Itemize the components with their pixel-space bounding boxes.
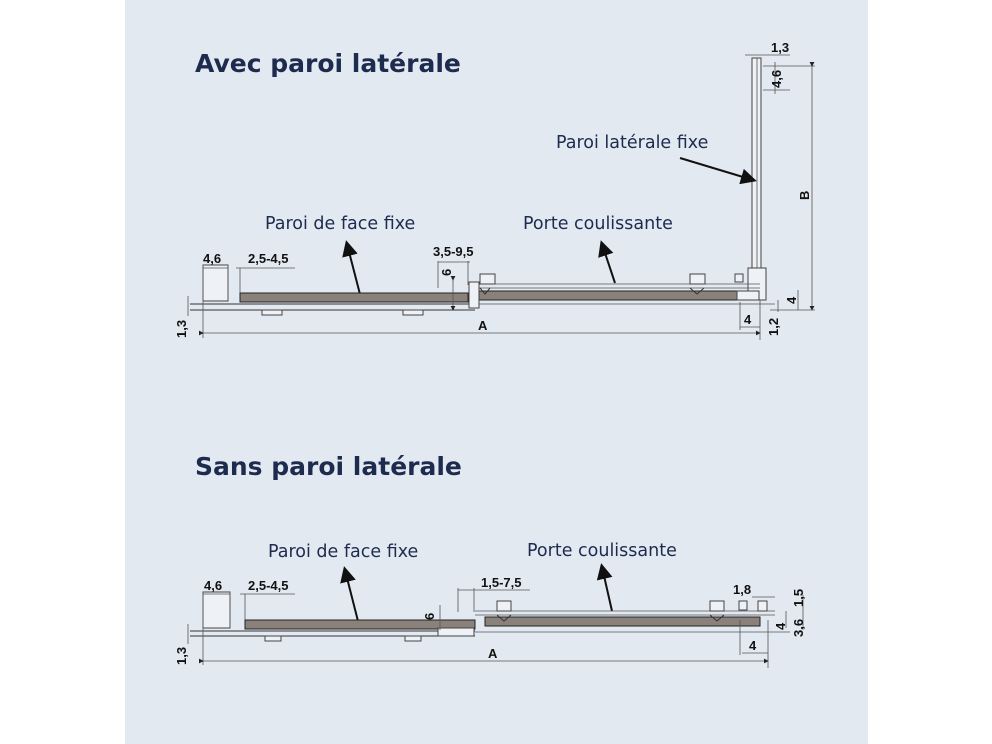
dim-right-w: 4 [744, 312, 752, 327]
arrow-fixed-panel [340, 566, 361, 630]
dim-gap: 2,5-4,5 [248, 251, 288, 266]
dim-side-top-h: 4,6 [769, 70, 784, 88]
arrow-sliding-door [596, 563, 613, 612]
label-side-wall: Paroi latérale fixe [556, 133, 708, 153]
dim-right-h: 4 [773, 622, 788, 630]
dim-bottom-h: 1,3 [174, 320, 189, 338]
dim-overlap-h: 6 [422, 613, 437, 620]
dim-left-w: 4,6 [204, 578, 222, 593]
dim-right-h-top: 1,5 [791, 589, 806, 607]
bottom-section: Sans paroi latérale Paroi de face fixe P… [174, 452, 806, 668]
arrow-sliding-door [598, 240, 616, 284]
dim-side-top-w: 1,3 [771, 40, 789, 55]
label-fixed-panel: Paroi de face fixe [268, 542, 418, 562]
label-sliding-door: Porte coulissante [527, 541, 677, 561]
dim-height-b: B [797, 191, 812, 200]
dim-bottom-h: 1,3 [174, 647, 189, 665]
dim-right-w-top: 1,8 [733, 582, 751, 597]
label-sliding-door: Porte coulissante [523, 214, 673, 234]
dim-right-h: 4 [784, 296, 799, 304]
arrow-fixed-panel [342, 240, 363, 303]
section-title: Avec paroi latérale [195, 49, 461, 78]
dim-right-offset: 1,2 [766, 318, 781, 336]
sliding-door-glass [484, 616, 761, 627]
sliding-door-glass [477, 290, 741, 301]
dim-overlap-h: 6 [439, 269, 454, 276]
dim-width-a: A [478, 318, 488, 333]
dim-width-a: A [488, 646, 498, 661]
dim-overlap: 3,5-9,5 [433, 244, 473, 259]
dim-right-h2: 3,6 [791, 619, 806, 637]
top-section: Avec paroi latérale 1,3 4,6 B Paroi laté… [174, 40, 815, 340]
arrow-side-wall [679, 157, 757, 185]
dim-overlap: 1,5-7,5 [481, 575, 521, 590]
dim-right-w: 4 [749, 638, 757, 653]
section-title: Sans paroi latérale [195, 452, 462, 481]
fixed-panel-glass [239, 292, 469, 303]
label-fixed-panel: Paroi de face fixe [265, 214, 415, 234]
dim-left-w: 4,6 [203, 251, 221, 266]
fixed-panel-glass [244, 619, 476, 630]
dim-gap: 2,5-4,5 [248, 578, 288, 593]
